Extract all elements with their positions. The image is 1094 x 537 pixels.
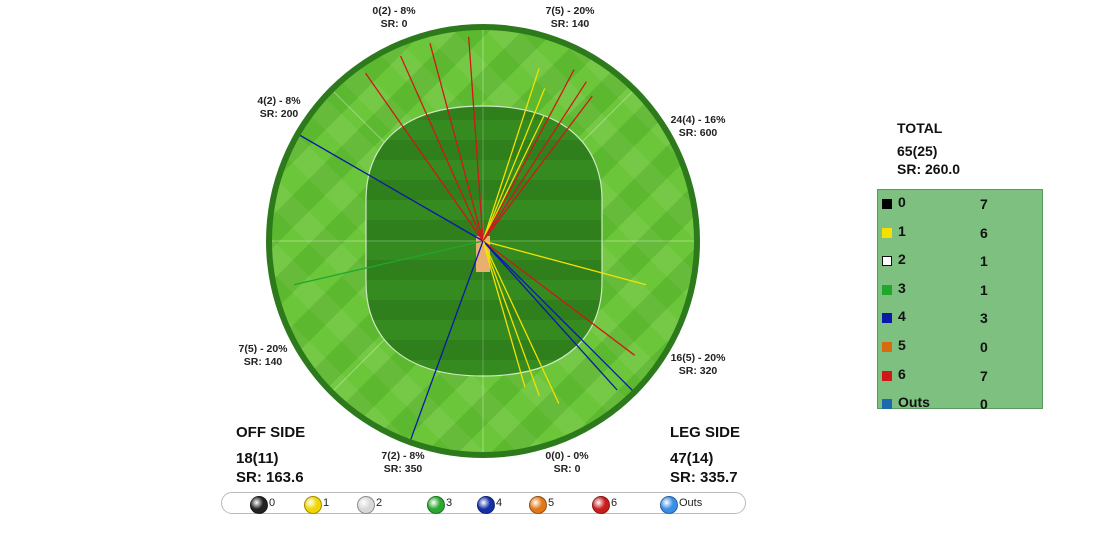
off-side-sr: SR: 163.6 bbox=[236, 469, 304, 486]
shot-line bbox=[365, 72, 484, 242]
color-swatch bbox=[882, 370, 892, 381]
shot-line bbox=[482, 240, 618, 391]
legend-label: 6 bbox=[611, 497, 618, 509]
leg-side-title: LEG SIDE bbox=[670, 424, 741, 441]
shot-line bbox=[482, 240, 647, 286]
blue-ball-icon bbox=[477, 496, 495, 514]
breakdown-key: 3 bbox=[898, 279, 906, 296]
shot-lines bbox=[293, 36, 647, 440]
legend-label: 0 bbox=[269, 497, 276, 509]
breakdown-key: 6 bbox=[898, 365, 906, 382]
total-runs: 65(25) bbox=[897, 143, 938, 159]
shot-line bbox=[482, 81, 587, 242]
shot-line bbox=[482, 115, 545, 242]
off-side-summary: OFF SIDE 18(11) SR: 163.6 bbox=[236, 424, 305, 487]
legend-label: Outs bbox=[679, 497, 703, 509]
shot-line bbox=[482, 240, 636, 356]
breakdown-key: 1 bbox=[898, 222, 906, 239]
runs-breakdown-table: 0 7 1 6 2 1 3 1 4 3 5 0 6 7 Outs 0 bbox=[877, 189, 1043, 412]
breakdown-count: 1 bbox=[980, 281, 988, 298]
legend-label: 5 bbox=[548, 497, 555, 509]
shot-line bbox=[429, 43, 484, 242]
breakdown-key: 4 bbox=[898, 308, 906, 325]
leg-side-sr: SR: 335.7 bbox=[670, 469, 738, 486]
zone-label: 7(2) - 8% SR: 350 bbox=[381, 450, 425, 475]
legend-label: 3 bbox=[446, 497, 453, 509]
zone-label: 16(5) - 20% SR: 320 bbox=[670, 352, 726, 377]
zone-label: 7(5) - 20% SR: 140 bbox=[238, 343, 288, 368]
off-side-title: OFF SIDE bbox=[236, 424, 306, 441]
zone-label: 4(2) - 8% SR: 200 bbox=[257, 95, 301, 120]
red-ball-icon bbox=[592, 496, 610, 514]
shot-line bbox=[299, 134, 484, 242]
white-ball-icon bbox=[357, 496, 375, 514]
shot-line bbox=[482, 240, 526, 388]
breakdown-key: 5 bbox=[898, 337, 906, 353]
zone-label: 0(2) - 8% SR: 0 bbox=[372, 5, 416, 30]
color-swatch bbox=[882, 199, 892, 209]
shot-line bbox=[482, 69, 575, 242]
breakdown-count: 0 bbox=[980, 396, 988, 413]
light-blue-ball-icon bbox=[660, 496, 678, 514]
breakdown-key: 0 bbox=[898, 194, 906, 210]
zone-label: 24(4) - 16% SR: 600 bbox=[670, 114, 726, 139]
black-ball-icon bbox=[250, 496, 268, 514]
breakdown-key: 2 bbox=[898, 251, 906, 268]
shot-line bbox=[293, 240, 484, 286]
leg-side-runs: 47(14) bbox=[670, 450, 714, 467]
breakdown-row: Outs 0 bbox=[882, 394, 1038, 414]
shot-line bbox=[400, 55, 484, 242]
breakdown-key: Outs bbox=[898, 394, 930, 411]
off-side-runs: 18(11) bbox=[236, 450, 279, 467]
leg-side-summary: LEG SIDE 47(14) SR: 335.7 bbox=[670, 424, 740, 487]
legend-label: 2 bbox=[376, 497, 383, 509]
breakdown-count: 1 bbox=[980, 253, 988, 270]
shot-line bbox=[482, 240, 560, 404]
shot-line bbox=[482, 240, 540, 396]
legend-label: 1 bbox=[323, 497, 330, 509]
runs-legend: 0 1 2 3 4 5 6 Outs bbox=[221, 492, 746, 514]
color-swatch bbox=[882, 284, 892, 295]
legend-label: 4 bbox=[496, 497, 503, 509]
shot-line bbox=[482, 95, 593, 242]
orange-ball-icon bbox=[529, 496, 547, 514]
shot-line bbox=[482, 88, 546, 242]
breakdown-count: 3 bbox=[980, 310, 988, 327]
breakdown-count: 7 bbox=[980, 196, 988, 212]
green-ball-icon bbox=[427, 496, 445, 514]
shot-line bbox=[482, 68, 540, 242]
yellow-ball-icon bbox=[304, 496, 322, 514]
zone-label: 7(5) - 20% SR: 140 bbox=[545, 5, 595, 30]
total-title: TOTAL bbox=[897, 120, 943, 136]
color-swatch bbox=[882, 313, 892, 324]
total-sr: SR: 260.0 bbox=[897, 161, 961, 177]
wagon-wheel bbox=[266, 24, 700, 458]
breakdown-count: 6 bbox=[980, 224, 988, 241]
breakdown-count: 7 bbox=[980, 367, 988, 384]
shot-line bbox=[410, 240, 484, 440]
color-swatch bbox=[882, 342, 892, 352]
total-summary: TOTAL 65(25) SR: 260.0 bbox=[897, 120, 960, 178]
color-swatch bbox=[882, 227, 892, 238]
shot-line bbox=[468, 36, 484, 242]
color-swatch bbox=[882, 399, 892, 410]
color-swatch bbox=[882, 256, 892, 267]
shot-line bbox=[482, 240, 633, 391]
breakdown-count: 0 bbox=[980, 339, 988, 355]
zone-label: 0(0) - 0% SR: 0 bbox=[545, 450, 589, 475]
